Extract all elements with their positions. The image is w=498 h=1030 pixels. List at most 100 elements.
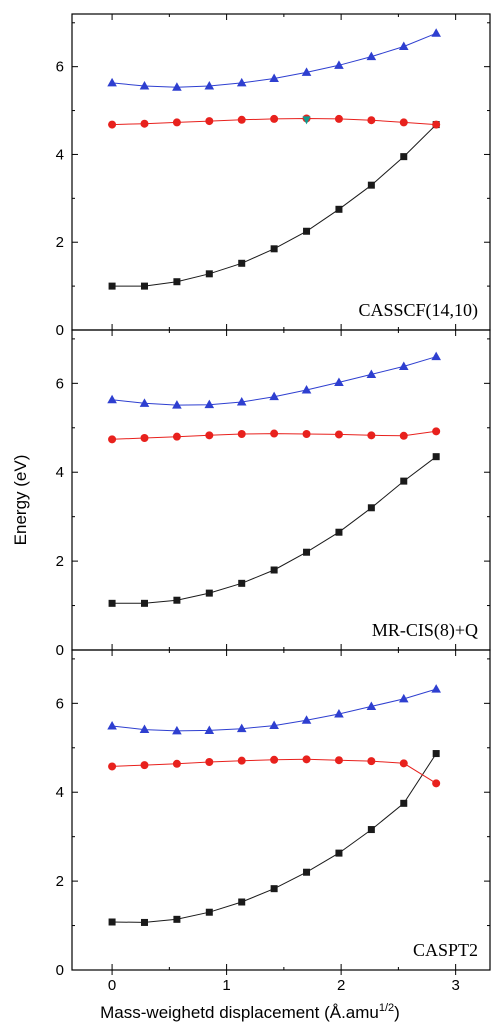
data-point-triangle bbox=[107, 77, 117, 87]
data-point-triangle bbox=[334, 709, 344, 718]
data-point-circle bbox=[432, 120, 441, 129]
y-tick-label: 2 bbox=[56, 553, 64, 570]
data-point-circle bbox=[399, 118, 408, 127]
data-point-square bbox=[173, 596, 181, 604]
data-point-circle bbox=[399, 759, 408, 768]
y-tick-label: 6 bbox=[56, 695, 64, 712]
data-point-circle bbox=[367, 431, 376, 440]
data-point-square bbox=[173, 915, 181, 923]
data-point-triangle bbox=[366, 701, 377, 710]
data-point-triangle bbox=[204, 725, 215, 734]
data-point-square bbox=[335, 528, 343, 536]
data-point-square bbox=[270, 245, 278, 253]
data-point-triangle bbox=[172, 725, 182, 735]
data-point-circle bbox=[108, 120, 117, 129]
data-point-square bbox=[205, 270, 213, 278]
data-point-square bbox=[238, 898, 246, 906]
x-tick-label: 2 bbox=[337, 977, 345, 994]
plot-frame bbox=[71, 13, 491, 331]
data-point-circle bbox=[270, 429, 279, 438]
data-point-square bbox=[140, 918, 148, 926]
data-point-circle bbox=[399, 431, 408, 440]
series-line-square bbox=[112, 456, 437, 604]
data-point-circle bbox=[334, 430, 343, 439]
data-point-triangle bbox=[301, 385, 312, 394]
panel-title: MR-CIS(8)+Q bbox=[372, 620, 478, 641]
data-point-circle bbox=[237, 756, 246, 765]
y-tick-label: 2 bbox=[56, 234, 64, 251]
data-point-circle bbox=[172, 759, 181, 768]
panel-title: CASSCF(14,10) bbox=[358, 300, 478, 321]
data-point-triangle bbox=[301, 715, 312, 724]
data-point-circle bbox=[302, 430, 311, 438]
data-point-square bbox=[400, 799, 408, 807]
data-point-triangle bbox=[398, 693, 409, 703]
data-point-triangle bbox=[269, 720, 279, 730]
data-point-circle bbox=[270, 114, 279, 123]
y-tick-label: 6 bbox=[56, 59, 64, 76]
data-point-triangle bbox=[431, 28, 441, 37]
data-point-triangle bbox=[236, 77, 247, 87]
data-point-square bbox=[335, 205, 343, 213]
data-point-square bbox=[432, 453, 440, 461]
data-point-square bbox=[140, 282, 148, 290]
data-point-square bbox=[303, 227, 311, 235]
data-point-square bbox=[432, 750, 440, 758]
data-point-square bbox=[400, 477, 408, 485]
x-axis-label-main: Mass-weighetd displacement (Å.amu bbox=[100, 1003, 379, 1022]
data-point-triangle bbox=[398, 361, 409, 370]
data-point-circle bbox=[205, 758, 214, 766]
data-point-square bbox=[108, 282, 116, 290]
data-point-triangle bbox=[204, 80, 215, 90]
y-tick-label: 2 bbox=[56, 873, 64, 890]
data-point-triangle bbox=[204, 399, 215, 409]
data-point-triangle bbox=[366, 51, 377, 61]
data-point-triangle bbox=[269, 73, 279, 83]
data-point-square bbox=[238, 579, 246, 587]
y-tick-label: 0 bbox=[56, 322, 64, 339]
data-point-triangle bbox=[431, 351, 441, 361]
y-axis-label: Energy (eV) bbox=[11, 455, 30, 546]
data-point-circle bbox=[205, 431, 214, 440]
data-point-circle bbox=[367, 757, 376, 766]
data-point-square bbox=[367, 504, 375, 512]
data-point-triangle bbox=[236, 397, 247, 406]
data-point-square bbox=[400, 153, 408, 161]
data-point-triangle bbox=[172, 400, 182, 409]
y-tick-label: 4 bbox=[56, 464, 64, 481]
series-line-square bbox=[112, 753, 437, 923]
data-point-circle bbox=[205, 117, 214, 126]
data-point-square bbox=[367, 826, 375, 834]
data-point-square bbox=[335, 849, 343, 857]
data-point-triangle bbox=[139, 80, 150, 90]
data-point-square bbox=[108, 599, 116, 607]
data-point-square bbox=[367, 181, 375, 189]
data-point-circle bbox=[108, 435, 117, 444]
panel-title: CASPT2 bbox=[413, 940, 478, 960]
plot-frame bbox=[71, 649, 491, 971]
data-point-triangle bbox=[334, 377, 344, 386]
data-point-triangle bbox=[334, 60, 344, 69]
data-point-circle bbox=[270, 755, 279, 764]
panel-1: 0 2 4 6 CASSCF(14,10) bbox=[56, 13, 491, 339]
data-point-circle bbox=[172, 432, 181, 441]
data-point-triangle bbox=[398, 41, 409, 50]
data-point-triangle bbox=[366, 369, 377, 378]
data-point-square bbox=[303, 868, 311, 876]
data-point-circle bbox=[334, 114, 343, 123]
data-point-circle bbox=[334, 756, 343, 765]
x-tick-label: 1 bbox=[222, 977, 230, 994]
data-point-square bbox=[205, 589, 213, 597]
x-axis-label-close: ) bbox=[394, 1003, 400, 1022]
data-point-square bbox=[173, 278, 181, 286]
data-point-circle bbox=[237, 115, 246, 124]
data-point-circle bbox=[140, 761, 149, 770]
data-point-circle bbox=[432, 427, 441, 436]
data-point-triangle bbox=[139, 398, 150, 407]
data-point-square bbox=[108, 918, 116, 926]
x-tick-label: 3 bbox=[451, 977, 459, 994]
x-axis-label: Mass-weighetd displacement (Å.amu1/2) bbox=[100, 1002, 400, 1022]
data-point-circle bbox=[237, 430, 246, 438]
